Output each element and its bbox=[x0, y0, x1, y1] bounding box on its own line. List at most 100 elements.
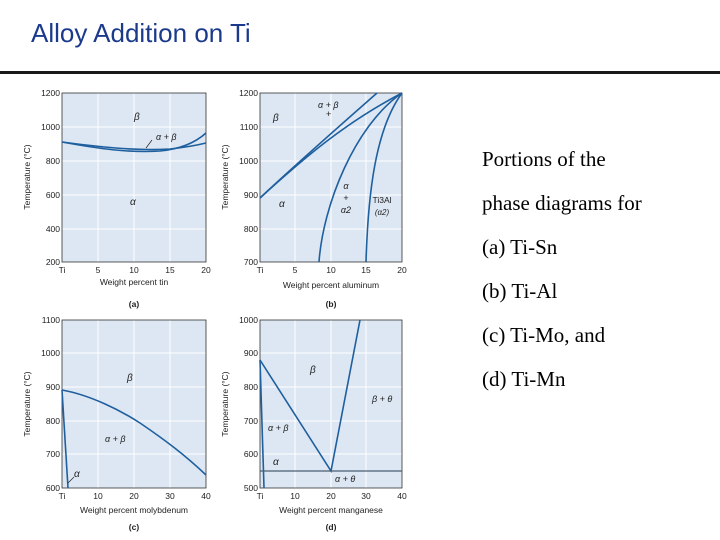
panel-b-label: (b) bbox=[326, 299, 337, 309]
svg-text:1000: 1000 bbox=[41, 122, 60, 132]
svg-text:400: 400 bbox=[46, 224, 60, 234]
svg-text:700: 700 bbox=[244, 416, 258, 426]
svg-text:1000: 1000 bbox=[41, 348, 60, 358]
panel-d-phase-beta: β bbox=[309, 365, 316, 376]
panel-c-phase-alpha-beta: α + β bbox=[105, 434, 126, 444]
panel-d-y-ticks: 1000 900 800 700 600 500 bbox=[239, 315, 258, 493]
caption-line: (d) Ti-Mn bbox=[482, 367, 566, 391]
panel-a-x-ticks: Ti 5 10 15 20 bbox=[59, 265, 211, 275]
svg-text:500: 500 bbox=[244, 483, 258, 493]
svg-text:10: 10 bbox=[129, 265, 139, 275]
panel-b-phase-ti3al: Ti3Al bbox=[372, 195, 391, 205]
panel-b-phase-plus: + bbox=[343, 193, 348, 203]
svg-text:15: 15 bbox=[361, 265, 371, 275]
panel-c-x-axis-label: Weight percent molybdenum bbox=[80, 505, 188, 515]
panel-b-phase-beta: β bbox=[272, 113, 279, 124]
svg-text:600: 600 bbox=[244, 449, 258, 459]
panel-b-ti3al-boundary bbox=[365, 92, 403, 263]
svg-text:5: 5 bbox=[96, 265, 101, 275]
svg-text:1200: 1200 bbox=[41, 88, 60, 98]
caption-text: Portions of the phase diagrams for (a) T… bbox=[482, 140, 712, 404]
phase-diagram-figure: β α + β α 1200 1000 800 600 400 200 Ti 5… bbox=[22, 88, 407, 532]
svg-text:800: 800 bbox=[244, 382, 258, 392]
panel-a: β α + β α 1200 1000 800 600 400 200 Ti 5… bbox=[22, 88, 211, 309]
svg-text:30: 30 bbox=[361, 491, 371, 501]
caption-line: Portions of the bbox=[482, 147, 606, 171]
panel-a-phase-alpha-beta: α + β bbox=[156, 132, 177, 142]
panel-b-phase-alpha: α bbox=[279, 199, 285, 210]
panel-a-y-ticks: 1200 1000 800 600 400 200 bbox=[41, 88, 60, 267]
svg-text:20: 20 bbox=[201, 265, 211, 275]
panel-a-beta-transus bbox=[61, 132, 207, 153]
svg-text:600: 600 bbox=[46, 483, 60, 493]
svg-text:1200: 1200 bbox=[239, 88, 258, 98]
panel-d: β β + θ α + β α α + θ 1000 900 800 700 6… bbox=[220, 315, 407, 532]
panel-a-phase-alpha: α bbox=[130, 197, 136, 208]
svg-text:Ti: Ti bbox=[59, 265, 66, 275]
title-divider bbox=[0, 71, 720, 74]
panel-a-label: (a) bbox=[129, 299, 140, 309]
caption-line: (b) Ti-Al bbox=[482, 279, 558, 303]
panel-c-y-ticks: 1100 1000 900 800 700 600 bbox=[41, 315, 60, 493]
panel-c-label: (c) bbox=[129, 522, 140, 532]
panel-a-y-axis-label: Temperature (°C) bbox=[22, 144, 32, 209]
panel-a-alpha-transus bbox=[61, 141, 207, 151]
caption-line: phase diagrams for bbox=[482, 191, 642, 215]
panel-b-phase-alpha-beta: α + β bbox=[318, 100, 339, 110]
panel-c-phase-alpha: α bbox=[74, 469, 80, 480]
panel-b-y-axis-label: Temperature (°C) bbox=[220, 144, 230, 209]
panel-b-x-ticks: Ti 5 10 15 20 bbox=[257, 265, 407, 275]
svg-text:40: 40 bbox=[397, 491, 407, 501]
svg-text:15: 15 bbox=[165, 265, 175, 275]
svg-text:10: 10 bbox=[326, 265, 336, 275]
svg-text:5: 5 bbox=[293, 265, 298, 275]
svg-text:600: 600 bbox=[46, 190, 60, 200]
svg-text:1100: 1100 bbox=[42, 315, 61, 325]
panel-d-phase-beta-theta: β + θ bbox=[371, 394, 392, 404]
panel-c: β α + β α 1100 1000 900 800 700 600 Ti 1… bbox=[22, 315, 211, 532]
svg-text:700: 700 bbox=[244, 257, 258, 267]
panel-d-label: (d) bbox=[326, 522, 337, 532]
svg-text:20: 20 bbox=[129, 491, 139, 501]
svg-text:900: 900 bbox=[46, 382, 60, 392]
svg-text:800: 800 bbox=[46, 416, 60, 426]
panel-d-alpha-transus bbox=[259, 359, 265, 489]
svg-text:40: 40 bbox=[201, 491, 211, 501]
svg-text:800: 800 bbox=[46, 156, 60, 166]
panel-d-y-axis-label: Temperature (°C) bbox=[220, 371, 230, 436]
svg-text:1000: 1000 bbox=[239, 315, 258, 325]
svg-text:20: 20 bbox=[397, 265, 407, 275]
panel-a-x-axis-label: Weight percent tin bbox=[100, 277, 169, 287]
panel-d-phase-alpha: α bbox=[273, 457, 279, 468]
svg-text:10: 10 bbox=[290, 491, 300, 501]
svg-text:20: 20 bbox=[326, 491, 336, 501]
panel-b: α + β + β α α + α2 Ti3Al (α2) 1200 1100 … bbox=[220, 88, 407, 309]
svg-text:200: 200 bbox=[46, 257, 60, 267]
svg-text:700: 700 bbox=[46, 449, 60, 459]
panel-b-alpha-transus bbox=[259, 92, 403, 199]
panel-a-phase-beta: β bbox=[133, 112, 140, 123]
svg-text:1000: 1000 bbox=[239, 156, 258, 166]
panel-b-phase-alpha2-paren: (α2) bbox=[375, 208, 390, 217]
panel-b-x-axis-label: Weight percent aluminum bbox=[283, 280, 379, 290]
panel-b-alpha2-boundary bbox=[318, 92, 403, 263]
panel-c-y-axis-label: Temperature (°C) bbox=[22, 371, 32, 436]
panel-d-phase-alpha-beta: α + β bbox=[268, 423, 289, 433]
panel-c-x-ticks: Ti 10 20 30 40 bbox=[59, 491, 211, 501]
svg-text:800: 800 bbox=[244, 224, 258, 234]
panel-b-phase-alpha-2: α bbox=[343, 181, 349, 191]
svg-text:900: 900 bbox=[244, 348, 258, 358]
panel-b-y-ticks: 1200 1100 1000 900 800 700 bbox=[239, 88, 258, 267]
panel-c-phase-beta: β bbox=[126, 373, 133, 384]
svg-text:30: 30 bbox=[165, 491, 175, 501]
svg-text:+: + bbox=[326, 109, 331, 119]
svg-text:Ti: Ti bbox=[257, 491, 264, 501]
panel-c-beta-transus bbox=[61, 389, 207, 476]
panel-d-x-ticks: Ti 10 20 30 40 bbox=[257, 491, 407, 501]
svg-text:1100: 1100 bbox=[240, 122, 259, 132]
svg-text:Ti: Ti bbox=[257, 265, 264, 275]
panel-c-alpha-transus bbox=[61, 389, 69, 489]
svg-text:Ti: Ti bbox=[59, 491, 66, 501]
caption-line: (a) Ti-Sn bbox=[482, 235, 558, 259]
svg-text:10: 10 bbox=[93, 491, 103, 501]
